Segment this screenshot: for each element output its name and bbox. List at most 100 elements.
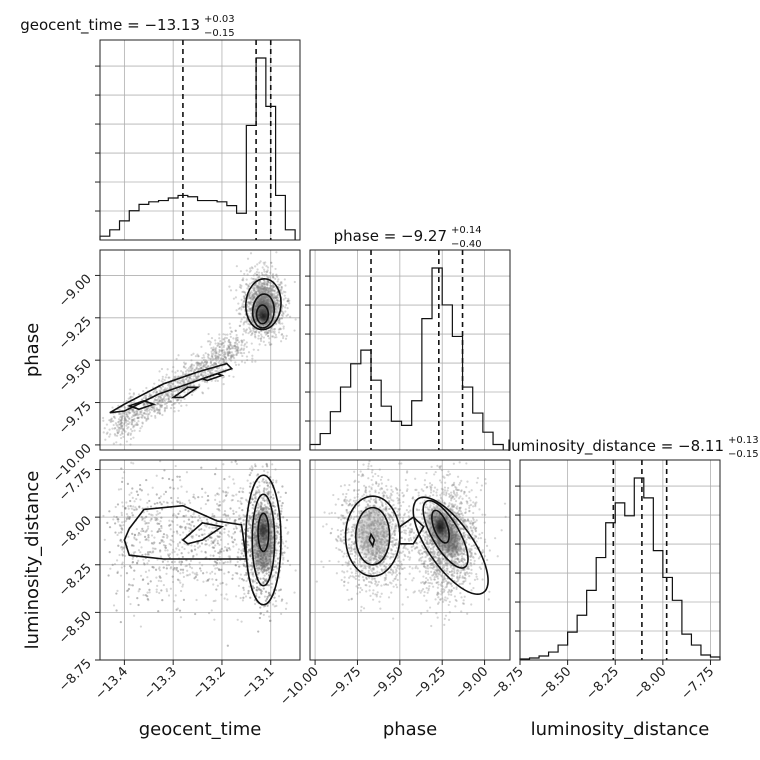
sample-point xyxy=(274,576,278,579)
sample-point xyxy=(146,595,149,598)
sample-point xyxy=(270,294,273,297)
sample-point xyxy=(226,348,229,351)
sample-point xyxy=(286,299,289,303)
sample-point xyxy=(229,507,232,510)
sample-point xyxy=(121,505,124,508)
sample-point xyxy=(133,533,137,537)
sample-point xyxy=(261,287,264,290)
sample-point xyxy=(273,512,277,515)
sample-point xyxy=(122,435,125,438)
sample-point xyxy=(116,533,119,537)
sample-point xyxy=(198,534,201,538)
sample-point xyxy=(129,443,132,446)
sample-point xyxy=(215,502,219,506)
sample-point xyxy=(143,535,147,538)
sample-point xyxy=(205,571,208,574)
sample-point xyxy=(237,351,240,355)
sample-point xyxy=(190,550,193,553)
title-luminosity-distance-sup: +0.13 xyxy=(728,435,759,446)
sample-point xyxy=(223,597,226,600)
sample-point xyxy=(287,297,290,300)
sample-point xyxy=(216,358,219,361)
sample-point xyxy=(233,356,236,360)
sample-point xyxy=(227,345,231,348)
sample-point xyxy=(270,288,273,292)
sample-point xyxy=(239,349,242,352)
sample-point xyxy=(146,403,150,406)
sample-point xyxy=(218,535,221,538)
sample-point xyxy=(235,462,238,466)
sample-point xyxy=(226,598,229,601)
sample-point xyxy=(206,370,210,373)
sample-point xyxy=(243,300,246,303)
sample-point xyxy=(142,396,145,399)
sample-point xyxy=(242,487,245,490)
sample-point xyxy=(279,495,282,499)
sample-point xyxy=(121,548,124,551)
sample-point xyxy=(214,352,217,355)
sample-point xyxy=(205,360,208,363)
sample-point xyxy=(190,353,193,357)
sample-point xyxy=(272,335,275,338)
sample-point xyxy=(193,516,197,519)
sample-point xyxy=(223,531,226,534)
sample-point xyxy=(217,551,220,555)
sample-point xyxy=(269,286,272,289)
sample-point xyxy=(270,261,273,264)
sample-point xyxy=(127,595,130,598)
sample-point xyxy=(240,298,243,301)
sample-point xyxy=(234,525,237,528)
sample-point xyxy=(210,336,214,340)
sample-point xyxy=(115,441,118,444)
sample-point xyxy=(257,271,261,274)
sample-point xyxy=(217,504,220,507)
sample-point xyxy=(174,514,177,517)
sample-point xyxy=(226,333,229,336)
sample-point xyxy=(207,387,210,390)
sample-point xyxy=(133,508,136,512)
sample-point xyxy=(266,484,269,487)
sample-point xyxy=(223,356,227,359)
sample-point xyxy=(176,496,180,500)
sample-point xyxy=(277,321,280,324)
sample-point xyxy=(198,545,201,548)
sample-point xyxy=(203,532,206,536)
sample-point xyxy=(213,572,217,575)
sample-point xyxy=(142,558,145,561)
sample-point xyxy=(274,311,278,314)
sample-point xyxy=(242,586,245,589)
sample-point xyxy=(249,471,252,475)
sample-point xyxy=(263,487,266,490)
sample-point xyxy=(276,557,280,560)
sample-point xyxy=(199,567,202,570)
sample-point xyxy=(218,500,221,503)
sample-point xyxy=(214,544,217,547)
sample-point xyxy=(258,491,261,494)
sample-point xyxy=(132,393,135,396)
sample-point xyxy=(198,561,201,564)
sample-point xyxy=(183,397,186,400)
sample-point xyxy=(231,574,234,577)
sample-point xyxy=(130,544,134,547)
sample-point xyxy=(269,284,272,287)
sample-point xyxy=(133,537,136,540)
sample-point xyxy=(176,523,179,527)
sample-point xyxy=(275,534,278,537)
sample-point xyxy=(262,287,265,291)
sample-point xyxy=(156,510,159,513)
sample-point xyxy=(267,289,270,292)
sample-point xyxy=(267,329,270,332)
sample-point xyxy=(166,401,169,405)
sample-point xyxy=(211,354,214,357)
sample-point xyxy=(273,289,276,292)
sample-point xyxy=(154,416,157,419)
sample-point xyxy=(120,421,123,424)
sample-point xyxy=(262,478,265,481)
sample-point xyxy=(208,343,212,346)
sample-point xyxy=(148,411,152,414)
sample-point xyxy=(160,393,163,397)
sample-point xyxy=(219,582,222,585)
sample-point xyxy=(129,388,132,391)
sample-point xyxy=(271,479,275,482)
